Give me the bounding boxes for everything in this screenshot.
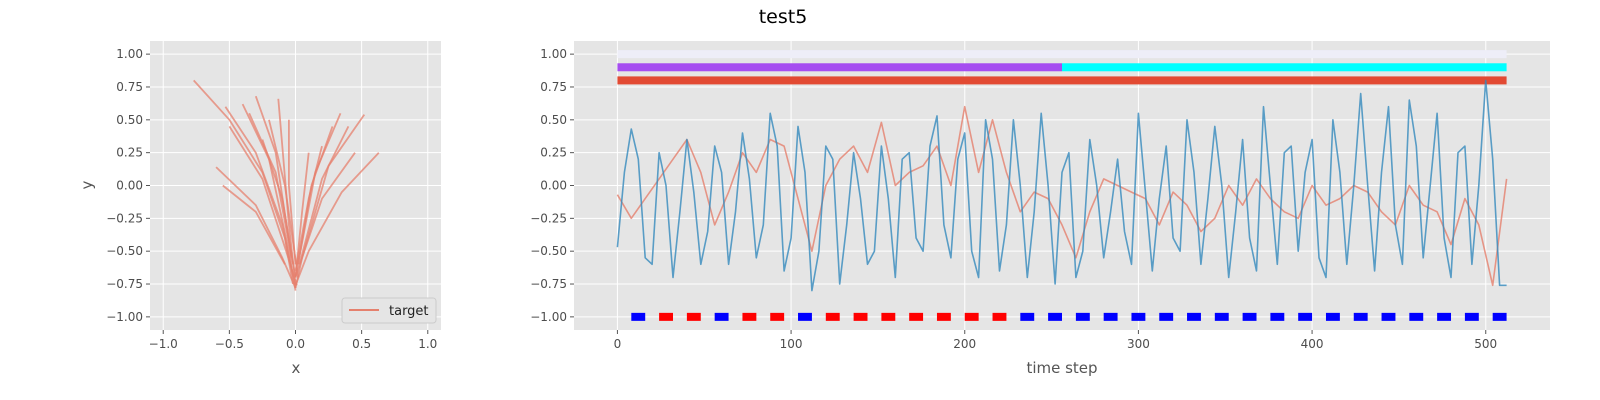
figure-title: test5 (759, 6, 808, 28)
trajectory-x-tick-label: −0.5 (215, 337, 244, 351)
trajectory-y-tick-label: 0.25 (116, 146, 143, 160)
trajectory-y-axis-label: y (78, 180, 96, 189)
trajectory-y-tick-label: 0.00 (116, 179, 143, 193)
step-marker (1298, 312, 1313, 321)
step-marker (714, 312, 729, 321)
step-marker (1492, 312, 1507, 321)
time-series-y-tick-label: 0.50 (540, 113, 567, 127)
step-marker (1159, 312, 1174, 321)
step-marker (1437, 312, 1452, 321)
orange-series-line (616, 105, 1508, 287)
step-marker (742, 312, 757, 321)
time-series-y-tick-label: 0.25 (540, 146, 567, 160)
step-marker (1409, 312, 1424, 321)
target-trajectory-line (294, 152, 356, 278)
step-marker (1131, 312, 1146, 321)
step-marker (631, 312, 646, 321)
step-marker (936, 312, 951, 321)
time-series-y-tick-label: 0.00 (540, 179, 567, 193)
time-series-bands (617, 50, 1507, 85)
trajectory-y-tick-label: −0.25 (106, 211, 143, 225)
step-marker (1242, 312, 1257, 321)
time-series-y-tick-label: −0.75 (530, 277, 567, 291)
time-series-x-axis-label: time step (1026, 359, 1097, 377)
status-band (617, 76, 1507, 85)
step-marker (659, 312, 673, 321)
step-marker (1048, 312, 1062, 321)
trajectory-y-tick-label: 0.75 (116, 80, 143, 94)
step-marker (881, 312, 896, 321)
status-band (617, 50, 1507, 59)
time-series-y-tick-label: 0.75 (540, 80, 567, 94)
legend-box (341, 297, 437, 324)
status-band (1062, 63, 1507, 72)
status-band (617, 63, 1062, 72)
trajectory-x-axis-label: x (292, 359, 301, 377)
legend: target (341, 297, 437, 324)
trajectory-x-tick-label: 1.0 (418, 337, 437, 351)
step-marker (1103, 312, 1118, 321)
step-marker (1464, 312, 1479, 321)
trajectory-y-tick-label: −1.00 (106, 310, 143, 324)
step-marker (1075, 312, 1090, 321)
step-marker (770, 312, 785, 321)
trajectory-y-tick-label: −0.75 (106, 277, 143, 291)
step-marker (1187, 312, 1201, 321)
step-marker (686, 312, 701, 321)
trajectory-y-tick-label: −0.50 (106, 244, 143, 258)
target-trajectory-line (298, 125, 350, 265)
target-trajectory-line (241, 103, 297, 291)
trajectory-y-tick-label: 1.00 (116, 47, 143, 61)
time-series-y-tick-label: −1.00 (530, 310, 567, 324)
step-marker (798, 312, 812, 321)
time-series-y-tick-label: 1.00 (540, 47, 567, 61)
trajectory-plot-ticks: −1.0 −0.5 0.0 0.5 1.0 −1.00 −0.75 −0.50 −0.25 0.0… (106, 47, 437, 351)
step-marker (825, 312, 840, 321)
step-marker (964, 312, 979, 321)
time-series-y-tick-label: −0.50 (530, 244, 567, 258)
step-marker (1325, 312, 1340, 321)
step-marker (1270, 312, 1285, 321)
time-series-plot: 0 100 200 300 400 500 −1.00 −0.75 −0.50 −0.25 0.00… (530, 41, 1550, 377)
target-trajectory-line (215, 166, 297, 289)
time-series-x-tick-label: 500 (1474, 337, 1497, 351)
trajectory-x-tick-label: 0.0 (286, 337, 305, 351)
trajectory-plot-grid (150, 41, 441, 330)
time-series-data (616, 79, 1508, 292)
legend-label-target: target (389, 304, 429, 319)
step-marker (1020, 312, 1035, 321)
blue-series-line (616, 79, 1507, 292)
step-marker (1353, 312, 1368, 321)
trajectory-plot-data (193, 79, 380, 291)
time-series-x-tick-label: 400 (1301, 337, 1324, 351)
time-series-plot-ticks: 0 100 200 300 400 500 −1.00 −0.75 −0.50 −0.25 0.00… (530, 47, 1497, 351)
target-trajectory-line (294, 114, 366, 289)
step-marker (1381, 312, 1396, 321)
target-trajectory-line (222, 184, 286, 265)
time-series-x-tick-label: 300 (1127, 337, 1150, 351)
target-trajectory-line (294, 112, 342, 278)
step-marker (1214, 312, 1229, 321)
time-series-y-tick-label: −0.25 (530, 211, 567, 225)
step-marker (992, 312, 1007, 321)
trajectory-x-tick-label: 0.5 (352, 337, 371, 351)
time-series-x-tick-label: 200 (953, 337, 976, 351)
step-marker (853, 312, 868, 321)
target-trajectory-line (294, 152, 380, 286)
trajectory-x-tick-label: −1.0 (149, 337, 178, 351)
trajectory-plot: −1.0 −0.5 0.0 0.5 1.0 −1.00 −0.75 −0.50 −0.25 0.0… (78, 41, 441, 377)
step-marker (909, 312, 924, 321)
trajectory-y-tick-label: 0.50 (116, 113, 143, 127)
time-series-markers (631, 312, 1507, 321)
time-series-x-tick-label: 0 (614, 337, 622, 351)
time-series-x-tick-label: 100 (780, 337, 803, 351)
target-trajectory-line (287, 119, 297, 265)
target-trajectory-line (277, 98, 297, 285)
